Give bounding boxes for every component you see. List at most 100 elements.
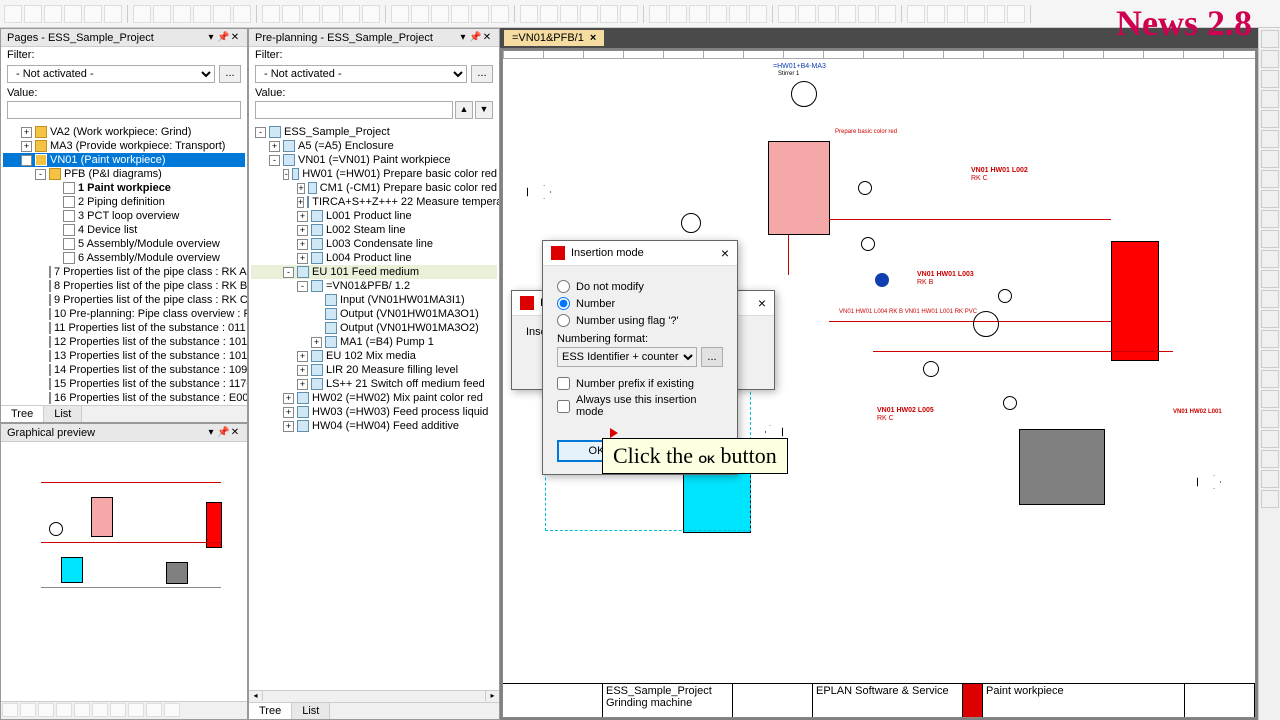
- document-tab[interactable]: =VN01&PFB/1 ×: [504, 30, 604, 46]
- toolbar-button[interactable]: [838, 5, 856, 23]
- preplanning-item[interactable]: -VN01 (=VN01) Paint workpiece: [251, 153, 497, 167]
- page-item[interactable]: 10 Pre-planning: Pipe class overview : R…: [3, 307, 245, 321]
- preview-tool[interactable]: [2, 703, 18, 717]
- draw-tool-button[interactable]: [1261, 230, 1279, 248]
- tree-folder[interactable]: -PFB (P&I diagrams): [3, 167, 245, 181]
- preview-tool[interactable]: [128, 703, 144, 717]
- toolbar-button[interactable]: [362, 5, 380, 23]
- close-tab-icon[interactable]: ×: [590, 32, 596, 44]
- pin-icon[interactable]: 📌: [217, 427, 229, 439]
- toolbar-button[interactable]: [411, 5, 429, 23]
- toolbar-button[interactable]: [540, 5, 558, 23]
- page-item[interactable]: 2 Piping definition: [3, 195, 245, 209]
- preview-tool[interactable]: [38, 703, 54, 717]
- draw-tool-button[interactable]: [1261, 50, 1279, 68]
- toolbar-button[interactable]: [818, 5, 836, 23]
- page-item[interactable]: 11 Properties list of the substance : 01…: [3, 321, 245, 335]
- toolbar-button[interactable]: [451, 5, 469, 23]
- draw-tool-button[interactable]: [1261, 110, 1279, 128]
- preview-tool[interactable]: [110, 703, 126, 717]
- draw-tool-button[interactable]: [1261, 270, 1279, 288]
- toolbar-button[interactable]: [104, 5, 122, 23]
- preplanning-item[interactable]: +L004 Product line: [251, 251, 497, 265]
- numbering-format-options-button[interactable]: ...: [701, 347, 723, 367]
- pin-icon[interactable]: ▾: [205, 32, 217, 44]
- toolbar-button[interactable]: [749, 5, 767, 23]
- preplanning-item[interactable]: +L003 Condensate line: [251, 237, 497, 251]
- toolbar-button[interactable]: [391, 5, 409, 23]
- toolbar-button[interactable]: [173, 5, 191, 23]
- draw-tool-button[interactable]: [1261, 190, 1279, 208]
- toolbar-button[interactable]: [649, 5, 667, 23]
- toolbar-button[interactable]: [431, 5, 449, 23]
- draw-tool-button[interactable]: [1261, 130, 1279, 148]
- page-item[interactable]: 8 Properties list of the pipe class : RK…: [3, 279, 245, 293]
- toolbar-button[interactable]: [907, 5, 925, 23]
- draw-tool-button[interactable]: [1261, 70, 1279, 88]
- toolbar-button[interactable]: [798, 5, 816, 23]
- preview-tool[interactable]: [74, 703, 90, 717]
- tab-tree[interactable]: Tree: [1, 406, 44, 422]
- page-item[interactable]: 4 Device list: [3, 223, 245, 237]
- filter-select[interactable]: - Not activated -: [7, 65, 215, 83]
- tab-list[interactable]: List: [44, 406, 82, 422]
- preplanning-value-input[interactable]: [255, 101, 453, 119]
- close-icon[interactable]: ×: [721, 245, 729, 261]
- toolbar-button[interactable]: [620, 5, 638, 23]
- checkbox-always[interactable]: Always use this insertion mode: [557, 394, 723, 418]
- pin-icon[interactable]: 📌: [217, 32, 229, 44]
- toolbar-button[interactable]: [471, 5, 489, 23]
- value-up-button[interactable]: ▲: [455, 101, 473, 119]
- pin-icon[interactable]: 📌: [469, 32, 481, 44]
- toolbar-button[interactable]: [153, 5, 171, 23]
- page-item[interactable]: 12 Properties list of the substance : 10…: [3, 335, 245, 349]
- page-item[interactable]: 6 Assembly/Module overview: [3, 251, 245, 265]
- value-down-button[interactable]: ▼: [475, 101, 493, 119]
- preplanning-item[interactable]: -EU 101 Feed medium: [251, 265, 497, 279]
- pin-icon[interactable]: ▾: [457, 32, 469, 44]
- page-item[interactable]: 13 Properties list of the substance : 10…: [3, 349, 245, 363]
- draw-tool-button[interactable]: [1261, 310, 1279, 328]
- page-item[interactable]: 3 PCT loop overview: [3, 209, 245, 223]
- tree-folder[interactable]: -VN01 (Paint workpiece): [3, 153, 245, 167]
- toolbar-button[interactable]: [669, 5, 687, 23]
- preview-tool[interactable]: [146, 703, 162, 717]
- tree-folder[interactable]: +VA2 (Work workpiece: Grind): [3, 125, 245, 139]
- draw-tool-button[interactable]: [1261, 490, 1279, 508]
- preplanning-item[interactable]: Input (VN01HW01MA3I1): [251, 293, 497, 307]
- close-panel-icon[interactable]: ✕: [229, 32, 241, 44]
- preview-tool[interactable]: [164, 703, 180, 717]
- preplanning-item[interactable]: -ESS_Sample_Project: [251, 125, 497, 139]
- toolbar-button[interactable]: [282, 5, 300, 23]
- toolbar-button[interactable]: [64, 5, 82, 23]
- preplanning-item[interactable]: +HW03 (=HW03) Feed process liquid: [251, 405, 497, 419]
- preplanning-filter-select[interactable]: - Not activated -: [255, 65, 467, 83]
- toolbar-button[interactable]: [1007, 5, 1025, 23]
- numbering-format-select[interactable]: ESS Identifier + counter: [557, 347, 697, 367]
- filter-options-button[interactable]: ...: [471, 65, 493, 83]
- preplanning-item[interactable]: Output (VN01HW01MA3O1): [251, 307, 497, 321]
- toolbar-button[interactable]: [84, 5, 102, 23]
- radio-do-not-modify[interactable]: Do not modify: [557, 280, 723, 293]
- preplanning-item[interactable]: +LS++ 21 Switch off medium feed: [251, 377, 497, 391]
- preview-tool[interactable]: [92, 703, 108, 717]
- draw-tool-button[interactable]: [1261, 410, 1279, 428]
- page-item[interactable]: 7 Properties list of the pipe class : RK…: [3, 265, 245, 279]
- toolbar-button[interactable]: [878, 5, 896, 23]
- preplanning-item[interactable]: -HW01 (=HW01) Prepare basic color red: [251, 167, 497, 181]
- close-panel-icon[interactable]: ✕: [229, 427, 241, 439]
- checkbox-prefix[interactable]: Number prefix if existing: [557, 377, 723, 390]
- tree-folder[interactable]: +MA3 (Provide workpiece: Transport): [3, 139, 245, 153]
- preplanning-item[interactable]: +A5 (=A5) Enclosure: [251, 139, 497, 153]
- toolbar-button[interactable]: [322, 5, 340, 23]
- toolbar-button[interactable]: [560, 5, 578, 23]
- page-item[interactable]: 15 Properties list of the substance : 11…: [3, 377, 245, 391]
- draw-tool-button[interactable]: [1261, 330, 1279, 348]
- draw-tool-button[interactable]: [1261, 210, 1279, 228]
- toolbar-button[interactable]: [491, 5, 509, 23]
- toolbar-button[interactable]: [4, 5, 22, 23]
- page-item[interactable]: 5 Assembly/Module overview: [3, 237, 245, 251]
- preplanning-item[interactable]: +CM1 (-CM1) Prepare basic color red: [251, 181, 497, 195]
- draw-tool-button[interactable]: [1261, 150, 1279, 168]
- draw-tool-button[interactable]: [1261, 290, 1279, 308]
